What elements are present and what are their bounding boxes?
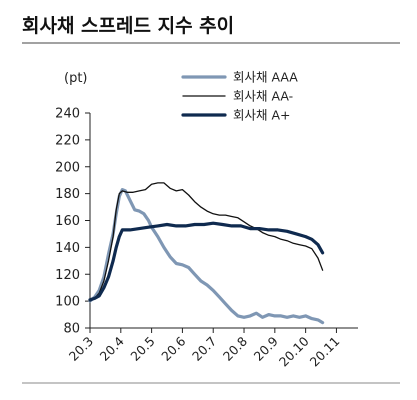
legend-label-2: 회사채 AA- xyxy=(233,89,293,104)
series-line-3 xyxy=(88,221,325,302)
chart-title: 회사채 스프레드 지수 추이 xyxy=(22,15,234,37)
legend-label-3: 회사채 A+ xyxy=(233,108,291,123)
legend: 회사채 AAA 회사채 AA- 회사채 A+ xyxy=(181,70,298,123)
series-layer xyxy=(88,182,325,325)
x-tick-label: 20.4 xyxy=(97,333,127,363)
y-tick-label: 140 xyxy=(55,241,80,256)
x-tick-label: 20.11 xyxy=(307,334,343,370)
y-tick-label: 240 xyxy=(55,107,80,122)
x-tick-label: 20.8 xyxy=(220,333,250,363)
y-tick-label: 180 xyxy=(55,187,80,202)
y-tick-label: 220 xyxy=(55,133,80,148)
y-tick-label: 160 xyxy=(55,214,80,229)
y-tick-label: 80 xyxy=(63,322,80,337)
x-tick-label: 20.6 xyxy=(158,333,188,363)
x-tick-label: 20.10 xyxy=(276,333,312,369)
x-tick-label: 20.5 xyxy=(127,334,157,364)
y-tick-label: 200 xyxy=(55,160,80,175)
x-tick-label: 20.3 xyxy=(66,334,96,364)
x-tick-label: 20.7 xyxy=(189,334,219,364)
y-axis: 80 100 120 140 160 180 200 220 240 xyxy=(55,107,91,337)
legend-label-1: 회사채 AAA xyxy=(233,70,298,85)
series-line-1 xyxy=(88,188,325,325)
y-tick-label: 100 xyxy=(55,295,80,310)
series-line-2 xyxy=(89,182,324,302)
y-axis-unit: (pt) xyxy=(64,71,88,86)
y-tick-label: 120 xyxy=(55,268,80,283)
